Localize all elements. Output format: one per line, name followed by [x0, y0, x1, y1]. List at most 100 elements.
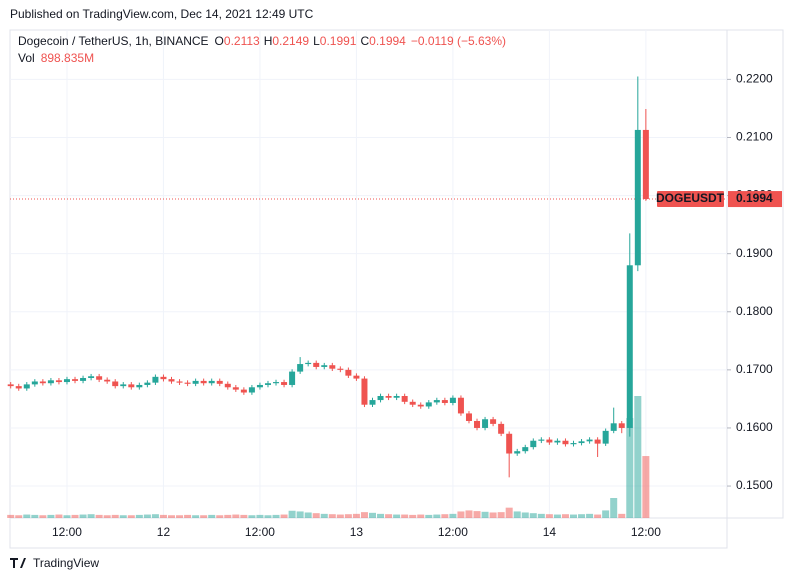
candle-body — [610, 423, 617, 431]
volume-bar — [232, 514, 240, 518]
volume-bar — [465, 510, 473, 518]
candle-body — [321, 365, 328, 367]
candle-body — [329, 365, 336, 369]
c-value: 0.1994 — [369, 34, 406, 48]
brand-logo — [10, 558, 26, 568]
candle-body — [313, 362, 320, 367]
volume-bar — [377, 513, 385, 518]
volume-bar — [409, 514, 417, 518]
volume-bar — [304, 512, 312, 518]
o-label: O — [215, 34, 224, 48]
candle-body — [369, 400, 376, 405]
candle-body — [7, 384, 14, 387]
candle-body — [297, 364, 304, 372]
candle-body — [618, 423, 625, 428]
ticker-tag: DOGEUSDT — [656, 191, 725, 205]
volume-bar — [272, 514, 280, 518]
candle-body — [216, 380, 223, 384]
y-tick-label: 0.1900 — [736, 246, 773, 260]
volume-bar — [344, 514, 352, 518]
candle-body — [144, 382, 151, 385]
candle-body — [232, 387, 239, 390]
candle-body — [457, 397, 464, 414]
candle-body — [192, 380, 199, 384]
volume-bar — [320, 513, 328, 518]
volume-value: 898.835M — [41, 51, 94, 65]
candle-body — [377, 396, 384, 401]
brand: TradingView — [33, 556, 99, 570]
candle-body — [385, 396, 392, 398]
candle-body — [112, 381, 119, 387]
candle-body — [273, 382, 280, 384]
price-tag: 0.1994 — [736, 191, 773, 205]
volume-bar — [369, 512, 376, 518]
y-tick-label: 0.1800 — [736, 304, 773, 318]
candle-body — [602, 430, 609, 444]
candle-body — [305, 362, 312, 365]
volume-bar — [642, 456, 650, 518]
candle-body — [530, 440, 537, 448]
volume-bar — [248, 515, 256, 518]
candle-body — [23, 384, 30, 389]
candle-body — [72, 379, 79, 381]
x-tick-label: 12 — [157, 525, 171, 539]
candle-body — [586, 439, 593, 442]
volume-bar — [441, 514, 449, 518]
candle-body — [626, 265, 633, 428]
volume-bar — [71, 514, 79, 518]
volume-bar — [55, 514, 63, 518]
published-note: Published on TradingView.com, Dec 14, 20… — [10, 7, 314, 21]
volume-bar — [634, 396, 642, 518]
volume-bar — [352, 513, 360, 518]
plot — [7, 30, 731, 518]
volume-bar — [296, 511, 304, 518]
y-tick-label: 0.1700 — [736, 362, 773, 376]
time-axis — [9, 517, 728, 549]
legend-line: Dogecoin / TetherUS, 1h, BINANCE O0.2113 H… — [18, 34, 506, 48]
candle-body — [289, 371, 296, 385]
volume-bar — [143, 514, 151, 518]
volume-label: Vol — [18, 51, 35, 65]
l-label: L — [313, 34, 320, 48]
volume-bar — [602, 510, 610, 518]
symbol: Dogecoin / TetherUS, 1h, BINANCE — [18, 34, 209, 48]
volume-bar — [497, 512, 505, 518]
volume-bar — [288, 510, 296, 518]
volume-bar — [79, 514, 87, 518]
candle-body — [401, 396, 408, 402]
candle-body — [200, 380, 207, 384]
candle-body — [128, 384, 135, 388]
volume-bar — [449, 513, 457, 518]
volume-bar — [87, 514, 95, 518]
volume-bar — [184, 514, 192, 518]
volume-bar — [513, 511, 521, 518]
candle-body — [168, 379, 175, 382]
candle-body — [184, 382, 191, 384]
volume-bar — [159, 514, 167, 518]
candle-body — [152, 376, 159, 383]
change: −0.0119 (−5.63%) — [411, 34, 506, 48]
volume-bar — [135, 514, 143, 518]
candle-body — [96, 376, 103, 380]
candle-body — [562, 440, 569, 445]
candle-body — [425, 402, 432, 407]
candle-body — [160, 376, 167, 380]
c-label: C — [360, 34, 369, 48]
candle-body — [15, 386, 22, 389]
volume-bar — [151, 514, 159, 518]
candle-body — [546, 439, 553, 443]
volume-bar — [47, 514, 55, 518]
candle-body — [594, 439, 601, 444]
candle-body — [538, 439, 545, 441]
volume-bar — [39, 515, 47, 518]
volume-bar — [425, 514, 433, 518]
volume-bar — [200, 515, 208, 518]
candle-body — [482, 419, 489, 428]
volume-bar — [240, 514, 248, 518]
x-tick-label: 12:00 — [631, 525, 661, 539]
candle-body — [80, 377, 87, 381]
candle-body — [224, 383, 231, 388]
volume-bar — [119, 515, 127, 518]
h-label: H — [264, 34, 273, 48]
